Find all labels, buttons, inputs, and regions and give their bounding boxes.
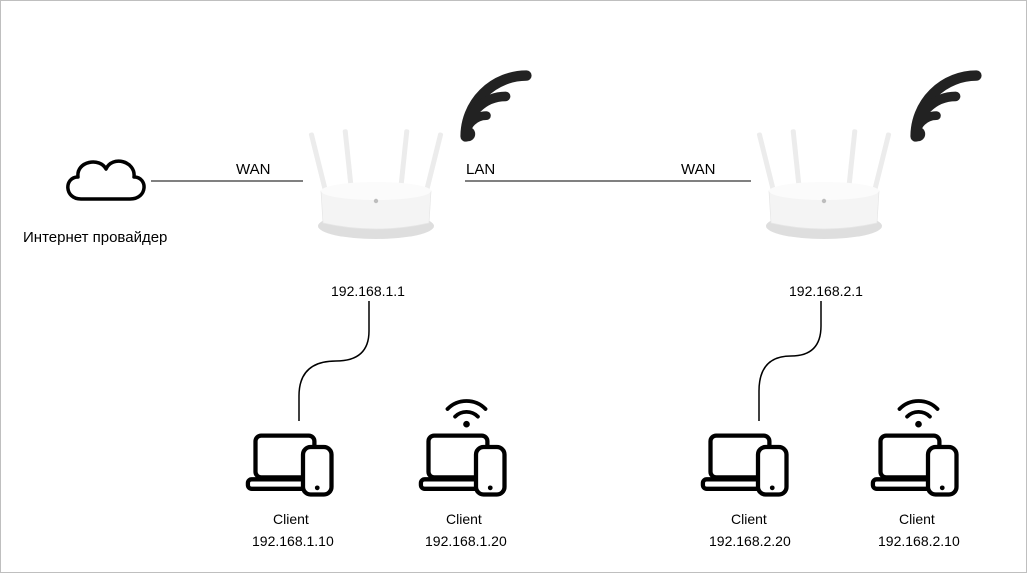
client-device-c1	[246, 409, 341, 509]
client-device-c2	[419, 409, 514, 509]
client-title: Client	[899, 511, 935, 528]
client-title: Client	[446, 511, 482, 528]
client-title: Client	[273, 511, 309, 528]
client-device-c3	[701, 409, 796, 509]
client-ip: 192.168.1.10	[252, 533, 334, 550]
client-ip: 192.168.1.20	[425, 533, 507, 550]
client-ip: 192.168.2.10	[878, 533, 960, 550]
client-ip: 192.168.2.20	[709, 533, 791, 550]
client-device-c4	[871, 409, 966, 509]
client-title: Client	[731, 511, 767, 528]
diagram-canvas: Интернет провайдер WAN 192.168.1.1 LAN W…	[0, 0, 1027, 573]
